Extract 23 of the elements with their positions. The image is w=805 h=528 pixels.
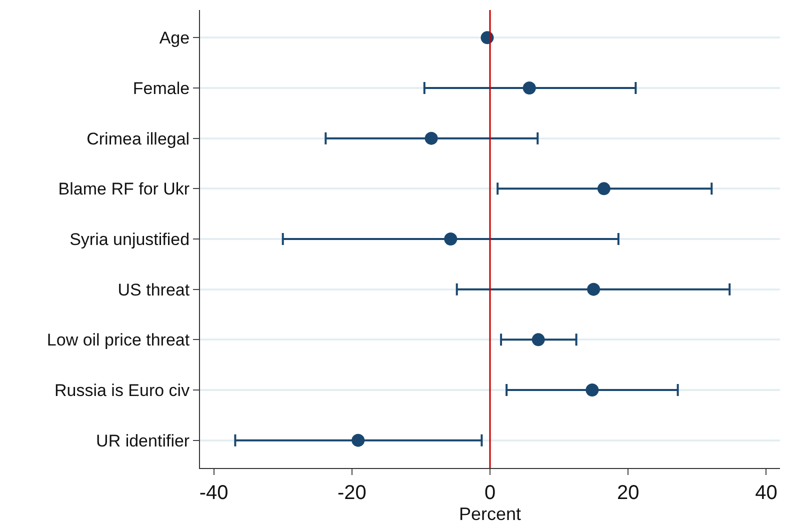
x-tick-label: -20 [337,482,366,504]
y-tick-label: UR identifier [96,431,190,450]
point [587,282,600,296]
point [444,232,458,246]
x-tick-label: 40 [755,482,778,504]
x-axis-title: Percent [458,504,522,524]
point [597,182,610,196]
x-tick-label: 0 [484,482,496,504]
point [352,434,365,447]
x-tick-label: -40 [199,482,228,504]
y-tick-label: Russia is Euro civ [54,380,190,400]
y-tick-label: Low oil price threat [46,330,190,350]
y-tick-label: Age [159,28,190,48]
y-tick-label: US threat [118,280,190,300]
point [586,383,599,396]
point [532,333,545,346]
y-tick-label: Crimea illegal [86,129,190,148]
y-tick-label: Female [132,78,190,98]
point [522,82,536,95]
point [424,132,438,145]
x-tick-label: 20 [616,482,640,504]
y-tick-label: Syria unjustified [70,230,190,249]
y-tick-label: Blame RF for Ukr [58,180,190,199]
